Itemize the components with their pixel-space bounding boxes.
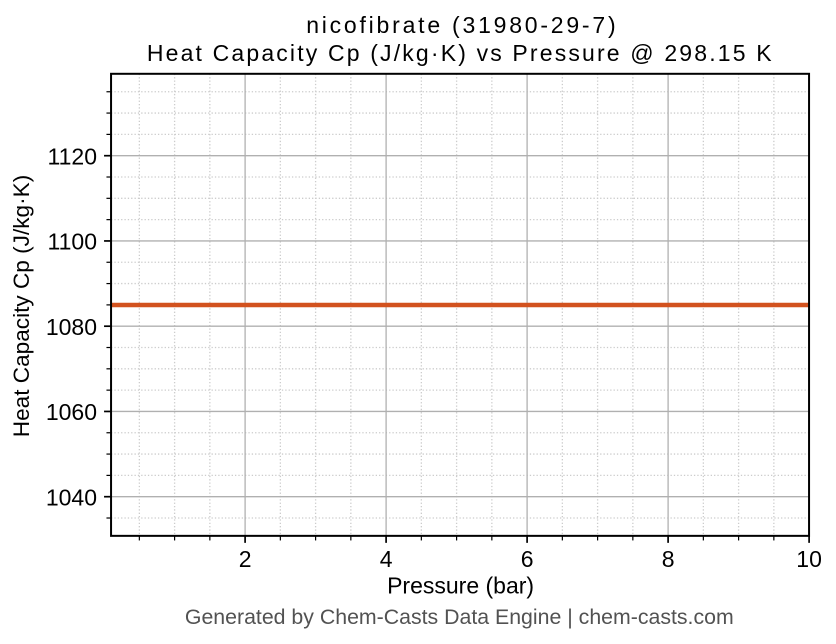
svg-text:1120: 1120	[48, 143, 97, 169]
svg-text:6: 6	[521, 546, 534, 572]
svg-text:1080: 1080	[46, 314, 97, 340]
svg-text:Heat Capacity Cp (J/kg·K) vs P: Heat Capacity Cp (J/kg·K) vs Pressure @ …	[147, 40, 774, 66]
svg-text:1060: 1060	[46, 399, 97, 425]
svg-text:10: 10	[796, 546, 822, 572]
svg-text:nicofibrate (31980-29-7): nicofibrate (31980-29-7)	[306, 12, 618, 38]
svg-text:Pressure (bar): Pressure (bar)	[387, 573, 534, 599]
svg-text:8: 8	[662, 546, 675, 572]
svg-text:1100: 1100	[48, 229, 97, 255]
svg-text:4: 4	[380, 546, 393, 572]
svg-text:1040: 1040	[46, 484, 97, 510]
svg-text:Generated by Chem-Casts Data E: Generated by Chem-Casts Data Engine | ch…	[185, 605, 734, 629]
svg-text:2: 2	[239, 546, 252, 572]
svg-text:Heat Capacity Cp (J/kg·K): Heat Capacity Cp (J/kg·K)	[9, 175, 34, 437]
